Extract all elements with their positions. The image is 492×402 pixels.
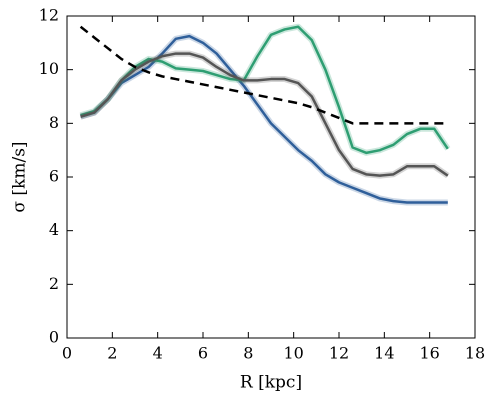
series-line (80, 25, 449, 155)
series-halo (79, 33, 448, 206)
series-line (80, 34, 448, 204)
y-axis-label: σ [km/s] (10, 141, 30, 212)
series-line (80, 52, 449, 177)
y-tick-label: 0 (49, 328, 59, 347)
x-tick-label: 16 (419, 344, 439, 363)
y-tick-label: 8 (49, 113, 59, 132)
x-tick-label: 6 (198, 344, 208, 363)
x-tick-label: 0 (62, 344, 72, 363)
y-tick-label: 2 (49, 274, 59, 293)
x-tick-label: 2 (107, 344, 117, 363)
x-axis-label: R [kpc] (240, 373, 302, 393)
x-tick-label: 8 (243, 344, 253, 363)
y-tick-label: 4 (49, 220, 59, 239)
x-tick-label: 4 (153, 344, 163, 363)
series-line (79, 25, 448, 125)
x-tick-label: 10 (283, 344, 303, 363)
x-tick-label: 12 (329, 344, 349, 363)
x-tick-label: 18 (465, 344, 485, 363)
x-tick-label: 14 (374, 344, 394, 363)
y-tick-label: 12 (39, 6, 59, 25)
y-tick-label: 10 (39, 59, 59, 78)
y-tick-label: 6 (49, 167, 59, 186)
plot-frame (66, 15, 476, 339)
